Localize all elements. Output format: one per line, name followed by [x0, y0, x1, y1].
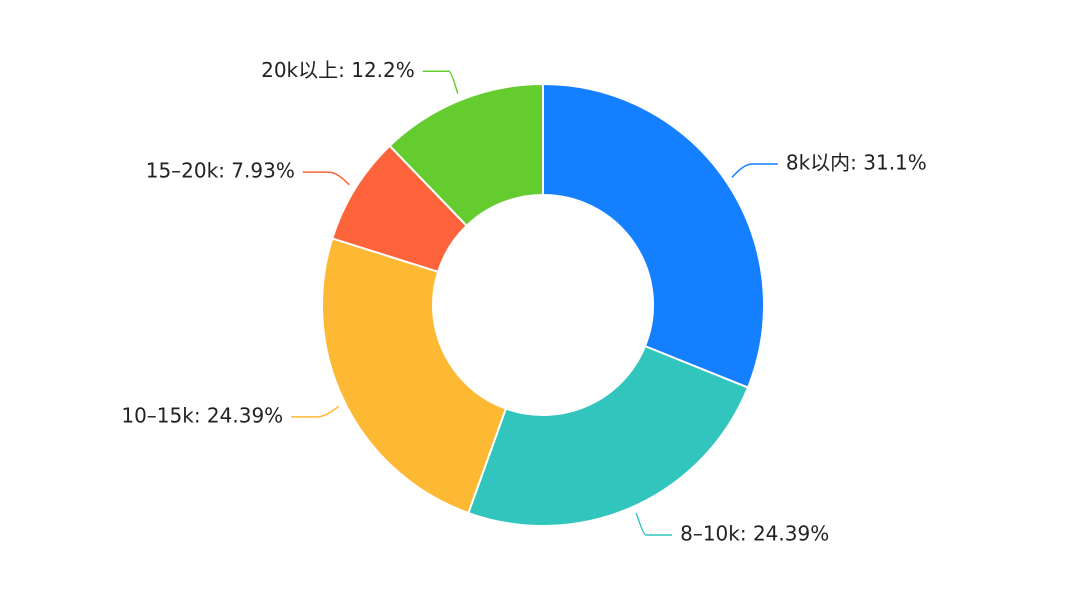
donut-slice-10-15k[interactable]: [321, 237, 507, 515]
leader-line-8k: [731, 163, 778, 178]
leader-line-20k: [422, 70, 459, 94]
leader-line-15-20k: [302, 171, 350, 186]
data-label-10-15k: 10–15k: 24.39%: [121, 403, 283, 427]
data-label-15-20k: 15–20k: 7.93%: [146, 159, 295, 183]
slices-layer: [321, 83, 765, 527]
leader-line-8-10k: [635, 512, 673, 536]
data-label-8-10k: 8–10k: 24.39%: [680, 521, 829, 545]
donut-slice-8k[interactable]: [542, 83, 765, 389]
leader-line-10-15k: [291, 405, 340, 418]
donut-slice-8-10k[interactable]: [467, 345, 749, 527]
leader-lines-layer: [291, 70, 778, 536]
data-label-8k: 8k以内: 31.1%: [786, 150, 927, 174]
donut-slice-20k[interactable]: [388, 83, 544, 227]
data-label-20k: 20k以上: 12.2%: [261, 58, 415, 82]
labels-layer: 8k以内: 31.1% 8–10k: 24.39% 10–15k: 24.39% 15…: [121, 58, 926, 546]
